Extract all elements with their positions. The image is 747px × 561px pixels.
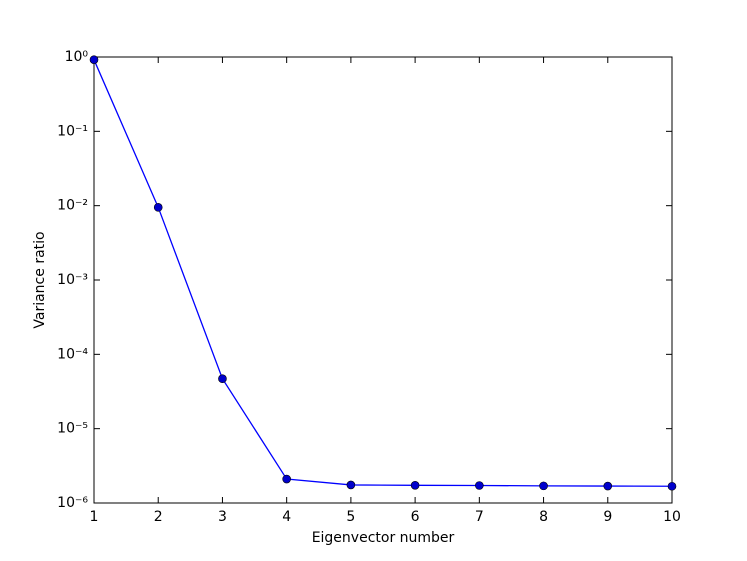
y-tick-label: 10⁻² (57, 198, 88, 214)
x-tick-label: 9 (603, 509, 612, 525)
x-tick-label: 7 (475, 509, 484, 525)
data-point (153, 203, 163, 212)
y-tick-label: 10⁰ (65, 49, 89, 65)
y-tick-label: 10⁻¹ (57, 123, 88, 139)
y-tick-label: 10⁻⁵ (57, 421, 88, 437)
y-tick-label: 10⁻⁶ (57, 495, 88, 511)
x-tick-label: 10 (663, 509, 681, 525)
y-axis-label: Variance ratio (32, 231, 48, 328)
x-tick-label: 5 (346, 509, 355, 525)
data-point (346, 480, 356, 490)
x-tick-label: 6 (411, 509, 420, 525)
data-point (603, 481, 613, 491)
x-tick-label: 3 (218, 509, 227, 525)
x-axis-label: Eigenvector number (312, 530, 455, 546)
x-tick-label: 8 (539, 509, 548, 525)
plot-frame (93, 56, 673, 504)
x-tick-label: 2 (154, 509, 163, 525)
data-point (475, 481, 484, 490)
data-point (410, 481, 420, 490)
y-tick-label: 10⁻³ (57, 272, 88, 288)
data-point (282, 474, 291, 484)
data-point (539, 481, 548, 491)
x-tick-label: 1 (90, 509, 99, 525)
series-line (93, 59, 673, 487)
y-tick-label: 10⁻⁴ (57, 346, 88, 362)
x-tick-label: 4 (282, 509, 291, 525)
data-point (667, 481, 677, 491)
data-point (89, 55, 99, 64)
data-point (218, 374, 227, 384)
